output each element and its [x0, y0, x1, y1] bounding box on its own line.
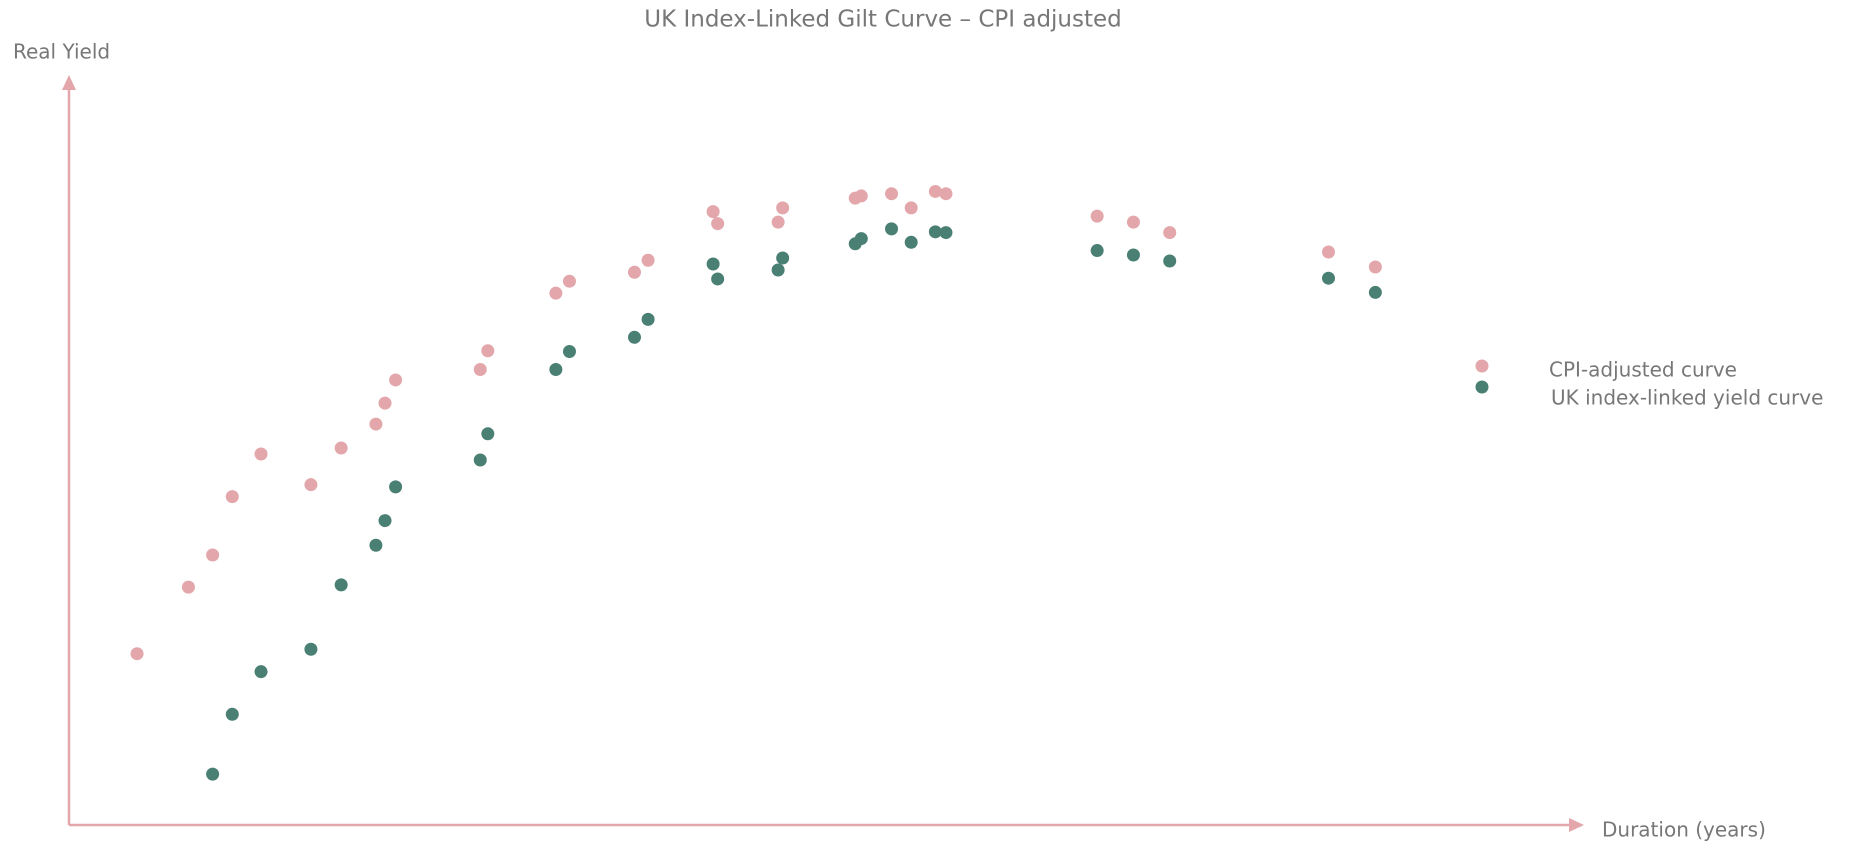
point	[706, 205, 720, 219]
y-axis-label: Real Yield	[13, 40, 110, 64]
point	[334, 441, 348, 455]
point	[1090, 244, 1104, 258]
point	[206, 767, 220, 781]
point	[369, 538, 383, 552]
point	[225, 490, 239, 504]
point	[854, 189, 868, 203]
point	[369, 417, 383, 431]
point	[939, 187, 953, 201]
point	[481, 344, 495, 358]
point	[1126, 248, 1140, 262]
point	[711, 217, 725, 231]
legend-label: UK index-linked yield curve	[1551, 386, 1823, 410]
point	[334, 578, 348, 592]
point	[473, 362, 487, 376]
point	[254, 447, 268, 461]
point	[562, 345, 576, 359]
point	[928, 225, 942, 239]
point	[181, 580, 195, 594]
point	[206, 548, 220, 562]
legend-label: CPI-adjusted curve	[1549, 358, 1737, 382]
point	[1163, 254, 1177, 268]
point	[130, 647, 144, 661]
point	[304, 642, 318, 656]
point	[1163, 226, 1177, 240]
point	[1368, 260, 1382, 274]
point	[1090, 209, 1104, 223]
y-axis-arrow	[62, 75, 76, 90]
point	[378, 514, 392, 528]
point	[473, 453, 487, 467]
point	[776, 251, 790, 265]
point	[304, 478, 318, 492]
point	[549, 286, 563, 300]
point	[562, 274, 576, 288]
point	[378, 396, 392, 410]
point	[389, 373, 403, 387]
point	[885, 187, 899, 201]
point	[885, 222, 899, 236]
point	[641, 312, 655, 326]
x-axis-arrow	[1569, 818, 1584, 832]
point	[776, 201, 790, 215]
point	[1321, 245, 1335, 259]
point	[225, 707, 239, 721]
legend-marker	[1475, 380, 1489, 394]
point	[928, 184, 942, 198]
point	[1321, 271, 1335, 285]
point	[939, 226, 953, 240]
point	[771, 215, 785, 229]
point	[1368, 285, 1382, 299]
point	[904, 235, 918, 249]
point	[254, 665, 268, 679]
point	[627, 330, 641, 344]
point	[627, 265, 641, 279]
point	[904, 201, 918, 215]
legend-marker	[1475, 359, 1489, 373]
point	[481, 427, 495, 441]
point	[706, 257, 720, 271]
point	[771, 263, 785, 277]
point	[549, 362, 563, 376]
x-axis-label: Duration (years)	[1602, 818, 1766, 842]
point	[641, 253, 655, 267]
point	[389, 480, 403, 494]
chart-title: UK Index-Linked Gilt Curve – CPI adjuste…	[644, 7, 1122, 33]
point	[711, 272, 725, 286]
point	[854, 232, 868, 246]
point	[1126, 215, 1140, 229]
